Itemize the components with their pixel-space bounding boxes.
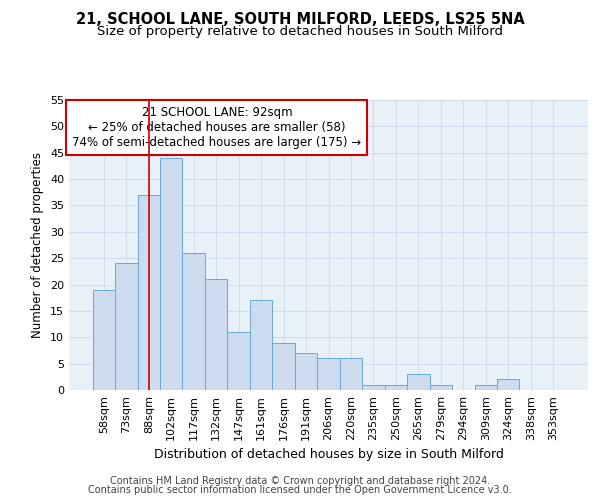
Bar	[295, 353, 317, 390]
Bar	[475, 384, 497, 390]
Bar	[430, 384, 452, 390]
Bar	[227, 332, 250, 390]
Bar	[317, 358, 340, 390]
Text: Contains HM Land Registry data © Crown copyright and database right 2024.: Contains HM Land Registry data © Crown c…	[110, 476, 490, 486]
Bar	[205, 280, 227, 390]
Bar	[92, 290, 115, 390]
Text: 21, SCHOOL LANE, SOUTH MILFORD, LEEDS, LS25 5NA: 21, SCHOOL LANE, SOUTH MILFORD, LEEDS, L…	[76, 12, 524, 28]
Bar	[182, 253, 205, 390]
Bar	[160, 158, 182, 390]
Bar	[362, 384, 385, 390]
X-axis label: Distribution of detached houses by size in South Milford: Distribution of detached houses by size …	[154, 448, 503, 462]
Y-axis label: Number of detached properties: Number of detached properties	[31, 152, 44, 338]
Bar	[385, 384, 407, 390]
Bar	[250, 300, 272, 390]
Bar	[137, 195, 160, 390]
Bar	[340, 358, 362, 390]
Text: Size of property relative to detached houses in South Milford: Size of property relative to detached ho…	[97, 25, 503, 38]
Bar	[272, 342, 295, 390]
Bar	[497, 380, 520, 390]
Text: 21 SCHOOL LANE: 92sqm
← 25% of detached houses are smaller (58)
74% of semi-deta: 21 SCHOOL LANE: 92sqm ← 25% of detached …	[73, 106, 361, 149]
Bar	[115, 264, 137, 390]
Text: Contains public sector information licensed under the Open Government Licence v3: Contains public sector information licen…	[88, 485, 512, 495]
Bar	[407, 374, 430, 390]
